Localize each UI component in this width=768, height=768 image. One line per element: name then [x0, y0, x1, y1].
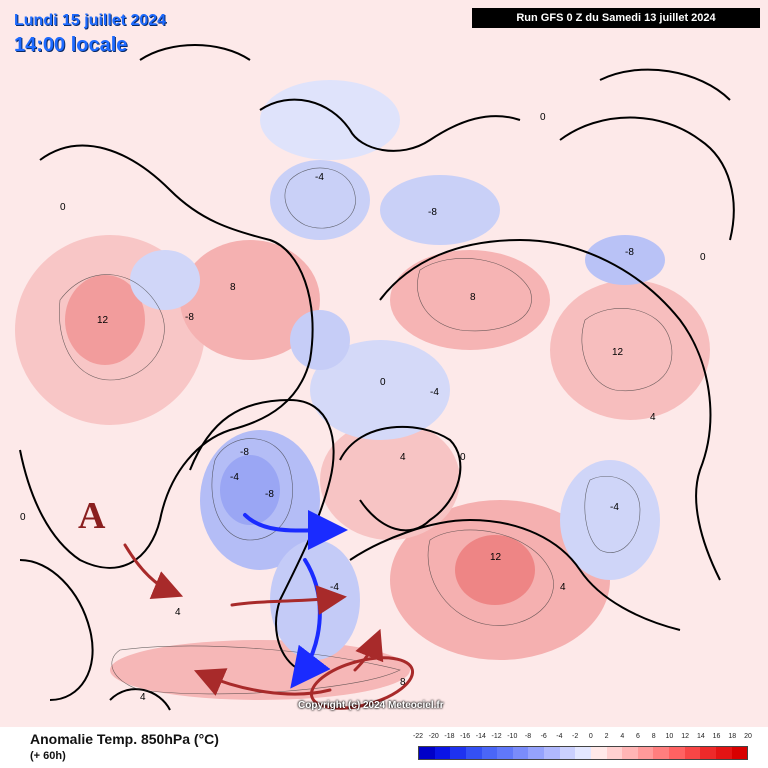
legend-tick-label: 16: [712, 733, 721, 740]
legend-tick-label: -16: [460, 733, 471, 740]
legend-tick-label: -18: [444, 733, 455, 740]
legend-tick-label: -20: [428, 733, 439, 740]
legend-tick-label: -6: [540, 733, 547, 740]
contour-label: -4: [430, 387, 439, 398]
legend-tick-label: 20: [744, 733, 752, 740]
legend-swatch: [590, 747, 607, 759]
legend-swatch: [465, 747, 482, 759]
legend-swatch: [622, 747, 638, 759]
legend-swatch: [512, 747, 529, 759]
legend-tick-label: 0: [588, 733, 593, 740]
variable-title: Anomalie Temp. 850hPa (°C): [30, 731, 219, 747]
legend-tick-label: -2: [572, 733, 579, 740]
legend-swatch: [653, 747, 669, 759]
contour-label: 12: [490, 552, 502, 563]
contour-label: -8: [428, 207, 437, 218]
legend-tick-label: 2: [604, 733, 609, 740]
contour-label: 0: [20, 512, 26, 523]
curved-arrow-red-icon: [230, 585, 347, 615]
curved-arrow-blue-icon: [290, 558, 331, 689]
contour-label: -4: [230, 472, 239, 483]
legend-swatch: [700, 747, 716, 759]
contour-label: -8: [625, 247, 634, 258]
lead-time: (+ 60h): [30, 750, 66, 762]
legend-tick-label: -14: [475, 733, 486, 740]
legend-swatch: [544, 747, 560, 759]
contour-lines: [59, 167, 673, 695]
legend-tick-label: -10: [507, 733, 518, 740]
legend-tick-label: -22: [412, 733, 424, 740]
contour-label: 4: [650, 412, 656, 423]
legend-tick-label: 10: [665, 733, 674, 740]
legend-swatch: [731, 747, 748, 759]
contour-label: -4: [610, 502, 619, 513]
legend-swatch: [450, 747, 466, 759]
contour-label: -8: [185, 312, 194, 323]
contour-value-labels: 12 12 12 8 8 8 -8 -8 -8 -8 -8 -4 -4 -4 -…: [20, 112, 706, 703]
contour-label: 8: [400, 677, 406, 688]
legend-tick-label: 18: [728, 733, 737, 740]
legend-swatch: [419, 747, 435, 759]
color-legend: -22 -20 -18 -16 -14 -12 -10 -8 -6 -4 -2 0 2 4 6 8 10 12 14…: [413, 733, 752, 761]
forecast-time-title: 14:00 locale: [14, 34, 128, 56]
contour-label: 0: [540, 112, 546, 123]
legend-tick-label: 6: [636, 733, 640, 740]
legend-tick-label: -8: [524, 733, 532, 740]
legend-color-bar: [418, 746, 748, 760]
curved-arrow-red-icon: [123, 543, 184, 600]
legend-labels: -22 -20 -18 -16 -14 -12 -10 -8 -6 -4 -2 0 2 4 6 8 10 12 14…: [413, 733, 752, 743]
contour-label: -4: [330, 582, 339, 593]
contour-label: 0: [700, 252, 706, 263]
legend-swatch: [434, 747, 451, 759]
legend-swatch: [528, 747, 544, 759]
contour-label: -8: [265, 489, 274, 500]
coastlines: [19, 44, 735, 711]
legend-swatch: [575, 747, 591, 759]
legend-swatch: [715, 747, 732, 759]
contour-label: 12: [612, 347, 624, 358]
curved-arrow-red-icon: [193, 668, 332, 696]
contour-label: 0: [460, 452, 466, 463]
legend-swatch: [481, 747, 498, 759]
contour-label: 4: [175, 607, 181, 618]
anomaly-field: [0, 0, 768, 727]
curved-arrow-red-icon: [353, 628, 384, 672]
legend-swatch: [684, 747, 701, 759]
legend-swatch: [637, 747, 654, 759]
legend-tick-label: 14: [696, 733, 705, 740]
copyright-text: Copyright (c) 2024 Meteociel.fr: [298, 700, 444, 711]
contour-label: -4: [315, 172, 324, 183]
legend-tick-label: 4: [620, 733, 625, 740]
annotation-letter: A: [78, 495, 106, 537]
legend-swatch: [606, 747, 623, 759]
legend-swatch: [669, 747, 685, 759]
red-arrows: [123, 543, 415, 710]
legend-swatch: [497, 747, 513, 759]
contour-label: 4: [400, 452, 406, 463]
legend-tick-label: -12: [491, 733, 502, 740]
forecast-date-title: Lundi 15 juillet 2024: [14, 12, 167, 29]
legend-tick-label: 12: [681, 733, 690, 740]
model-run-info: Run GFS 0 Z du Samedi 13 juillet 2024: [472, 8, 760, 28]
contour-label: 8: [470, 292, 476, 303]
legend-swatch: [559, 747, 576, 759]
legend-tick-label: 8: [651, 733, 656, 740]
contour-label: -8: [240, 447, 249, 458]
contour-label: 0: [60, 202, 66, 213]
blue-arrows: [243, 510, 348, 689]
contour-label: 12: [97, 315, 109, 326]
circled-zone-red-icon: [309, 656, 415, 710]
curved-arrow-blue-icon: [243, 510, 348, 551]
contour-label: 4: [560, 582, 566, 593]
contour-label: 8: [230, 282, 236, 293]
legend-tick-label: -4: [556, 733, 563, 740]
contour-label: 4: [140, 692, 146, 703]
contour-label: 0: [380, 377, 386, 388]
